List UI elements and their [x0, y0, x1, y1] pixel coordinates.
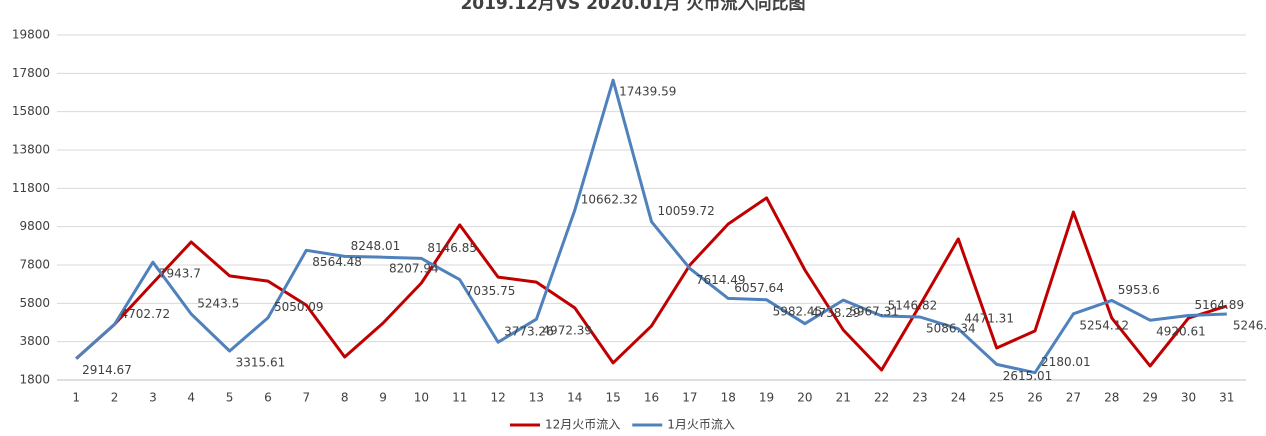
x-tick-label: 16 [644, 391, 659, 405]
data-label: 3773.26 [504, 325, 554, 339]
data-label: 4702.72 [121, 307, 171, 321]
x-tick-label: 14 [567, 391, 582, 405]
x-tick-label: 3 [149, 391, 157, 405]
y-tick-label: 3800 [19, 334, 50, 348]
legend-label: 12月火币流入 [545, 418, 620, 432]
legend-label: 1月火币流入 [667, 418, 735, 432]
data-label: 3315.61 [236, 355, 286, 369]
x-tick-label: 17 [682, 391, 697, 405]
data-label: 5086.34 [926, 322, 976, 336]
x-tick-label: 23 [912, 391, 927, 405]
data-label: 4920.61 [1156, 325, 1206, 339]
x-tick-label: 22 [874, 391, 889, 405]
x-tick-label: 27 [1066, 391, 1081, 405]
series-line [75, 78, 1227, 375]
y-tick-label: 7800 [19, 258, 50, 272]
x-tick-label: 6 [264, 391, 272, 405]
data-label: 8564.48 [312, 255, 362, 269]
data-label: 2180.01 [1041, 355, 1091, 369]
data-label: 5967.31 [849, 305, 899, 319]
data-label: 8146.85 [427, 241, 477, 255]
y-tick-label: 1800 [19, 373, 50, 387]
y-tick-label: 15800 [12, 104, 50, 118]
y-tick-label: 17800 [12, 66, 50, 80]
data-label: 5953.6 [1118, 283, 1160, 297]
data-label: 10662.32 [581, 193, 638, 207]
x-tick-label: 4 [187, 391, 195, 405]
data-label: 4471.31 [964, 311, 1014, 325]
x-tick-label: 18 [721, 391, 736, 405]
data-label: 5164.89 [1194, 298, 1244, 312]
x-tick-label: 21 [836, 391, 851, 405]
data-label: 5254.12 [1079, 318, 1129, 332]
x-tick-label: 28 [1104, 391, 1119, 405]
data-label: 8207.94 [389, 262, 439, 276]
x-tick-label: 31 [1219, 391, 1234, 405]
data-label: 7614.49 [696, 273, 746, 287]
data-label: 10059.72 [658, 204, 715, 218]
x-tick-label: 15 [606, 391, 621, 405]
y-tick-label: 5800 [19, 296, 50, 310]
y-tick-label: 11800 [12, 181, 50, 195]
data-label: 4972.39 [542, 324, 592, 338]
data-label: 17439.59 [619, 85, 676, 99]
series-line [75, 196, 1228, 372]
data-label: 5243.5 [197, 296, 239, 310]
data-label: 2914.67 [82, 363, 132, 377]
x-tick-label: 24 [951, 391, 966, 405]
x-tick-label: 25 [989, 391, 1004, 405]
x-tick-label: 19 [759, 391, 774, 405]
data-label: 7943.7 [159, 267, 201, 281]
x-tick-label: 11 [452, 391, 467, 405]
x-tick-label: 30 [1181, 391, 1196, 405]
x-tick-label: 13 [529, 391, 544, 405]
data-label: 6057.64 [734, 281, 784, 295]
data-label: 5246.01 [1233, 318, 1266, 332]
x-tick-label: 26 [1027, 391, 1042, 405]
x-tick-label: 12 [490, 391, 505, 405]
data-label: 8248.01 [351, 239, 401, 253]
data-label: 5050.09 [274, 300, 324, 314]
data-label: 2615.01 [1003, 369, 1053, 383]
y-tick-label: 9800 [19, 219, 50, 233]
x-tick-label: 8 [341, 391, 349, 405]
x-tick-label: 2 [111, 391, 119, 405]
x-tick-label: 29 [1142, 391, 1157, 405]
x-tick-label: 10 [414, 391, 429, 405]
data-label: 5146.82 [888, 298, 938, 312]
data-label: 7035.75 [466, 284, 516, 298]
x-tick-label: 5 [226, 391, 234, 405]
y-tick-label: 19800 [12, 28, 50, 42]
data-label: 5982.45 [773, 304, 823, 318]
x-tick-label: 9 [379, 391, 387, 405]
x-tick-label: 1 [72, 391, 80, 405]
chart-title: 2019.12月VS 2020.01月 火币流入同比图 [460, 0, 805, 14]
y-tick-label: 13800 [12, 143, 50, 157]
x-tick-label: 7 [302, 391, 310, 405]
x-tick-label: 20 [797, 391, 812, 405]
data-label: 4738.29 [811, 306, 861, 320]
